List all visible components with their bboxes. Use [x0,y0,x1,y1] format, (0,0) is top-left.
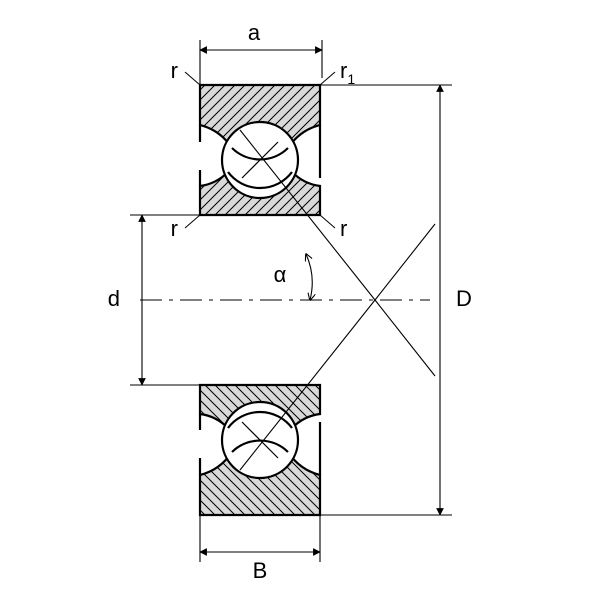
label-d: d [108,286,120,311]
label-r-tl: r [171,58,178,83]
label-r-br: r [340,216,347,241]
lower-section [200,385,320,515]
dim-a [200,40,322,85]
label-r1: r1 [340,58,355,87]
label-r-bl: r [171,216,178,241]
label-B: B [253,558,268,583]
bearing-diagram: a r r1 r r α d D B [0,0,600,600]
label-D: D [456,286,472,311]
upper-section [200,85,320,215]
dim-B [200,515,320,562]
label-a: a [248,20,261,45]
alpha-arc [306,254,312,300]
label-alpha: α [274,262,287,287]
